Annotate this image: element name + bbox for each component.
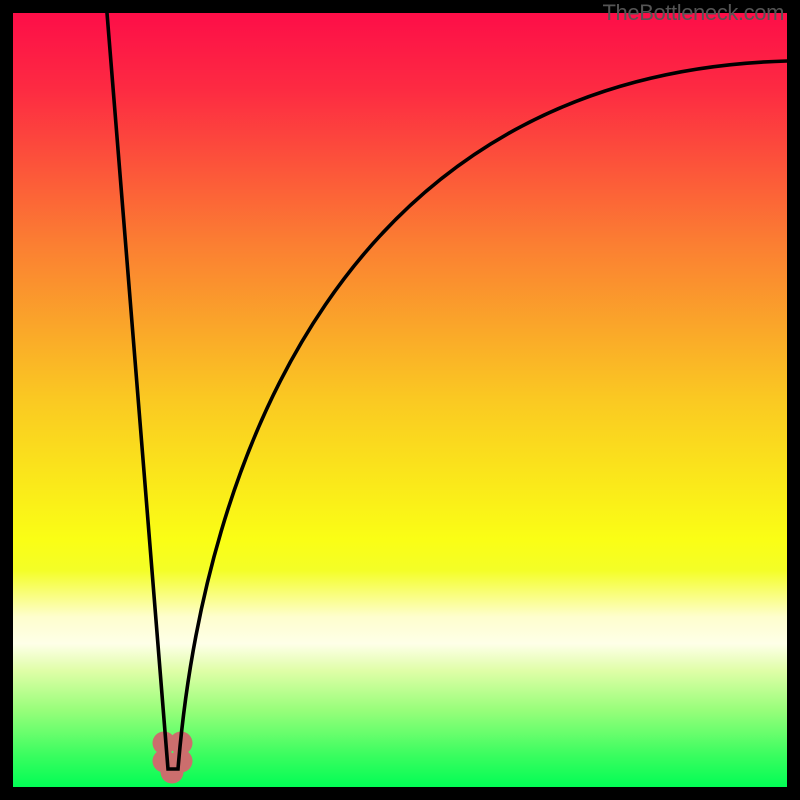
- chart-svg: [13, 13, 787, 787]
- gradient-background: [13, 13, 787, 787]
- watermark-text: TheBottleneck.com: [602, 0, 784, 26]
- chart-canvas: [13, 13, 787, 787]
